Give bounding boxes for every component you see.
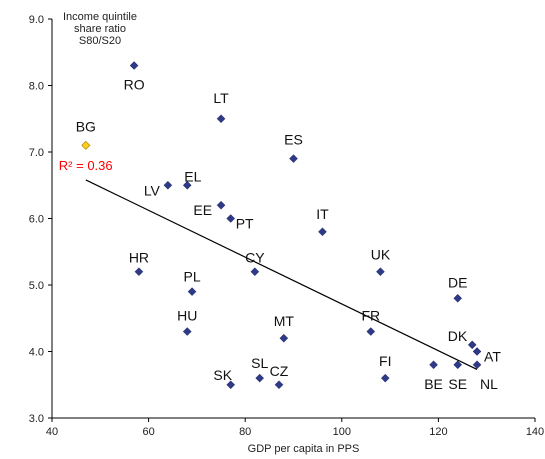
point-es [289,154,298,164]
point-bg [81,140,91,150]
point-de [453,293,463,303]
r-squared-label: R² = 0.36 [59,158,113,173]
y-tick-label: 9.0 [29,14,44,26]
point-at [472,347,482,356]
y-axis-title-line: Income quintile [63,11,137,23]
point-label-fr: FR [361,308,380,324]
point-label-cy: CY [245,250,265,266]
point-labels: RO LT BG ES LV EL EE PT IT HR CY UK PL DE HU FR MT DK AT BE… [76,77,502,392]
point-label-hu: HU [177,308,197,324]
point-se [453,360,463,370]
point-label-de: DE [448,274,467,290]
y-tick-label: 3.0 [29,413,44,425]
point-uk [376,267,385,277]
point-label-se: SE [448,376,467,392]
point-sl [255,373,265,383]
point-label-fi: FI [379,353,391,369]
point-label-sk: SK [213,367,232,383]
point-pl [187,287,197,297]
point-label-bg: BG [76,118,96,134]
point-ro [129,61,139,70]
point-ee [216,200,226,210]
point-label-hr: HR [129,250,149,266]
point-label-at: AT [484,349,501,365]
point-label-el: EL [184,168,201,184]
point-cy [250,267,260,277]
y-axis-title-line: S80/S20 [79,35,121,47]
point-nl [472,360,482,370]
data-points [81,61,482,390]
trendline [85,179,478,370]
point-hr [134,267,144,277]
y-axis-title-line: share ratio [74,23,126,35]
tick-labels: 3.0 4.0 5.0 6.0 7.0 8.0 9.0 40 60 80 100 120 140 [29,14,544,438]
x-tick-label: 100 [333,426,351,438]
point-dk [467,340,477,350]
point-hu [182,327,192,336]
y-tick-label: 7.0 [29,147,44,159]
point-label-pt: PT [236,216,254,232]
point-lv [163,180,173,190]
point-label-lt: LT [213,90,229,106]
point-label-pl: PL [184,269,201,285]
point-lt [216,114,226,124]
point-sk [226,380,236,390]
point-label-dk: DK [448,328,468,344]
point-be [429,360,438,370]
point-it [318,227,327,237]
y-tick-label: 6.0 [29,214,44,226]
x-axis-title: GDP per capita in PPS [248,443,360,455]
point-label-cz: CZ [270,363,289,379]
point-cz [274,380,284,390]
y-tick-label: 5.0 [29,280,44,292]
x-tick-label: 120 [429,426,447,438]
point-label-ro: RO [124,77,145,93]
point-pt [226,214,236,223]
point-label-it: IT [316,206,329,222]
chart-axes [48,18,536,422]
x-tick-label: 140 [526,426,544,438]
trendline-group: R² = 0.36 [59,158,478,370]
point-label-nl: NL [480,376,498,392]
point-label-lv: LV [144,182,161,198]
point-label-mt: MT [274,313,295,329]
point-label-be: BE [424,376,443,392]
x-tick-label: 80 [239,426,251,438]
point-fr [366,327,376,336]
y-tick-label: 8.0 [29,81,44,93]
point-label-ee: EE [193,202,212,218]
x-tick-label: 40 [46,426,58,438]
point-fi [380,373,390,383]
point-label-uk: UK [371,247,391,263]
y-tick-label: 4.0 [29,347,44,359]
point-label-sl: SL [251,355,268,371]
point-el [182,180,192,190]
point-label-es: ES [284,132,303,148]
point-mt [279,333,289,343]
x-tick-label: 60 [142,426,154,438]
